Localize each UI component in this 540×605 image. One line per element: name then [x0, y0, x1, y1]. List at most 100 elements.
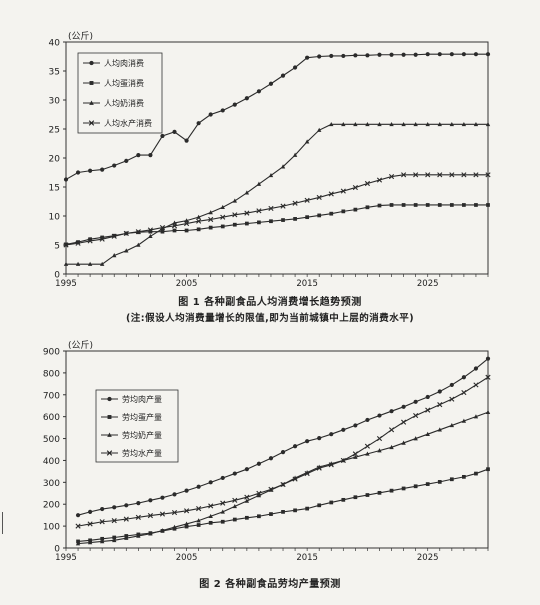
chart2-data-point [413, 436, 418, 441]
chart2-y-tick-label: 900 [43, 348, 60, 358]
chart1-legend-label: 人均肉消费 [104, 58, 144, 68]
chart2-data-point [99, 519, 105, 525]
chart2-data-point [317, 436, 322, 441]
chart1-data-point [244, 190, 250, 195]
chart1-data-point [111, 233, 117, 239]
chart2-x-tick-label: 2025 [417, 553, 439, 563]
chart2-data-point [341, 497, 346, 502]
chart2-caption-title: 图 2 各种副食品劳均产量预测 [199, 579, 341, 590]
chart2-data-point [256, 461, 262, 466]
chart1-data-point [76, 240, 80, 244]
chart2-data-point [87, 540, 93, 545]
chart1-data-point [220, 108, 225, 113]
chart1-data-point [196, 227, 201, 232]
chart1-data-point [353, 53, 358, 58]
chart2-data-point [425, 431, 430, 436]
chart1-data-point [112, 163, 117, 168]
chart1-data-point [63, 177, 69, 182]
chart2-data-point [135, 514, 141, 520]
chart1-legend-label: 人均奶消费 [104, 98, 144, 108]
chart2-legend-label: 劳均水产量 [122, 448, 162, 458]
chart2-y-tick-label: 400 [43, 457, 60, 467]
chart2-data-point [208, 513, 213, 519]
chart1-data-point [437, 203, 442, 207]
chart2-data-point [112, 535, 117, 540]
chart2-data-point [136, 501, 141, 506]
chart2-data-point [256, 493, 262, 498]
chart2-data-point [388, 427, 395, 433]
chart2-data-point [437, 427, 442, 432]
chart1-data-point [474, 203, 478, 207]
chart2-data-point [389, 409, 394, 414]
chart1-data-point [135, 229, 141, 235]
chart2-data-point [317, 503, 322, 508]
chart1-y-tick-label: 15 [49, 184, 60, 194]
chart2-x-tick-label: 2005 [176, 553, 198, 563]
chart1-data-point [341, 121, 346, 127]
chart2-data-point [208, 480, 213, 485]
chart2-data-point [473, 366, 479, 371]
chart1-data-point [425, 203, 430, 207]
chart1-data-point [100, 167, 105, 172]
chart1-y-tick-label: 5 [54, 242, 60, 252]
chart1-data-point [220, 204, 225, 210]
chart2-data-point [401, 486, 406, 491]
chart1-data-point [257, 220, 261, 225]
chart1-data-point [389, 52, 394, 57]
chart1-data-point [244, 221, 249, 226]
chart1-data-point [268, 172, 274, 178]
chart2-data-point [148, 531, 153, 536]
chart1-data-point [401, 172, 407, 178]
chart1-x-tick-label: 2025 [417, 279, 439, 289]
chart2-data-point [305, 506, 310, 511]
chart1-data-point [449, 52, 454, 57]
chart2-data-point [461, 418, 467, 423]
chart1-data-point [364, 180, 371, 187]
chart1-data-point [123, 230, 129, 236]
chart1-data-point [99, 261, 105, 266]
chart1-data-point [256, 181, 262, 186]
chart2-data-point [281, 510, 285, 514]
chart2-data-point [292, 444, 298, 449]
chart1-y-tick-label: 10 [49, 213, 61, 223]
chart2-data-point [304, 470, 310, 477]
chart1-data-point [280, 203, 286, 209]
chart1-legend-marker [88, 120, 95, 126]
chart2-y-tick-label: 700 [43, 391, 60, 401]
chart2-y-tick-label: 800 [43, 369, 60, 379]
chart1-data-point [172, 129, 177, 134]
chart2-legend-label: 劳均蛋产量 [122, 412, 162, 422]
chart1-data-point [171, 223, 178, 229]
chart1-data-point [353, 207, 358, 212]
chart1-data-point [437, 121, 442, 127]
chart1-x-tick-label: 2015 [296, 279, 318, 289]
chart1-data-point [461, 121, 467, 127]
chart1-data-point [196, 214, 201, 219]
chart1-data-point [449, 172, 455, 178]
chart1-series-2 [64, 203, 490, 247]
chart1-data-point [425, 52, 430, 57]
chart2-data-point [268, 456, 274, 461]
chart2-data-point [425, 407, 431, 413]
chart2-data-point [329, 500, 334, 505]
chart1-data-point [401, 203, 406, 207]
chart2-data-point [413, 484, 418, 489]
chart1-data-point [425, 121, 430, 127]
chart1-data-point [304, 139, 310, 144]
chart2-data-point [280, 450, 286, 455]
chart2: (公斤) 0 100 200 300 400 500 600 700 800 900 1995 2005… [43, 340, 491, 563]
chart1-data-point [232, 212, 238, 218]
chart1-data-point [389, 121, 394, 127]
chart2-data-point [244, 515, 249, 520]
chart2-data-point [100, 506, 105, 512]
chart1-series-4 [63, 172, 491, 248]
chart2-data-point [449, 477, 454, 482]
chart1-series-line [66, 123, 488, 265]
chart2-data-point [437, 402, 443, 408]
chart1-data-point [377, 121, 382, 127]
chart2-data-point [485, 356, 491, 361]
chart1-data-point [377, 52, 382, 57]
chart1-data-point [292, 200, 298, 206]
chart2-legend-label: 劳均肉产量 [122, 394, 162, 404]
